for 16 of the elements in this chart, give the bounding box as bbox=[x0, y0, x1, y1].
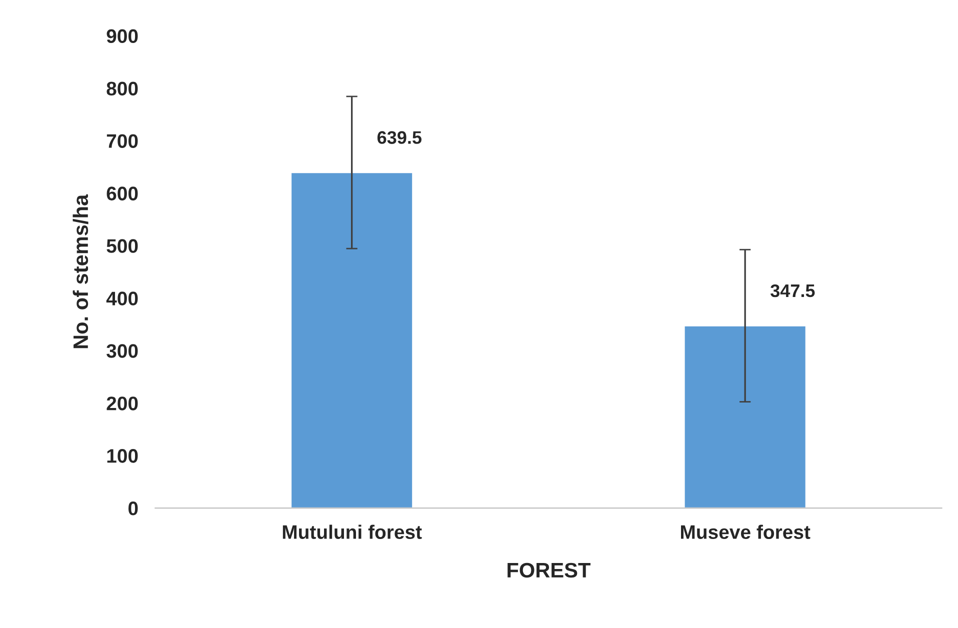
y-tick-label: 400 bbox=[106, 292, 138, 306]
data-label: 347.5 bbox=[770, 284, 815, 298]
x-tick-label: Museve forest bbox=[681, 524, 810, 539]
y-tick-label: 800 bbox=[106, 82, 138, 96]
y-tick-label: 900 bbox=[106, 29, 138, 44]
y-tick-label: 0 bbox=[128, 502, 138, 516]
y-tick-label: 200 bbox=[106, 396, 138, 410]
x-axis-title: FOREST bbox=[508, 562, 590, 578]
y-tick-label: 300 bbox=[106, 344, 138, 358]
y-tick-label: 100 bbox=[107, 449, 138, 463]
y-axis-title: No. of stems/ha bbox=[72, 194, 88, 348]
data-label: 639.5 bbox=[377, 131, 422, 144]
x-tick-label: Mutuluni forest bbox=[282, 524, 422, 539]
y-tick-label: 500 bbox=[106, 239, 138, 253]
y-tick-label: 600 bbox=[106, 186, 138, 200]
y-tick-label: 700 bbox=[106, 134, 138, 148]
